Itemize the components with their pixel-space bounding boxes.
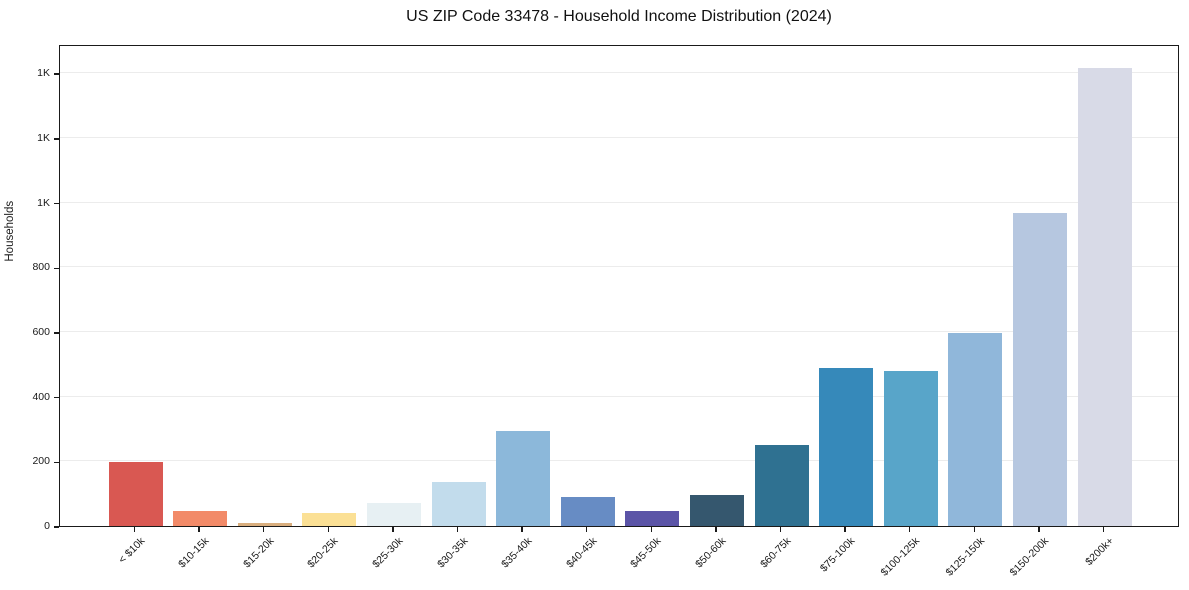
bar-$150-200k bbox=[1012, 212, 1067, 526]
gridline-800-800 bbox=[60, 266, 1178, 268]
x-tick-label: $15-20k bbox=[240, 535, 277, 571]
gridline-200-200 bbox=[60, 460, 1178, 462]
y-tick-label: 200 bbox=[32, 455, 50, 468]
x-tick-mark bbox=[715, 527, 717, 532]
x-tick-label: $45-50k bbox=[628, 535, 664, 571]
y-tick-mark bbox=[54, 138, 59, 140]
x-tick-label: $200k+ bbox=[1082, 535, 1116, 569]
y-tick-mark bbox=[54, 332, 59, 334]
bar-$200k+ bbox=[1077, 67, 1132, 526]
x-tick-mark bbox=[456, 527, 459, 532]
y-axis-label: Households bbox=[4, 200, 16, 262]
gridline-600-600 bbox=[60, 330, 1178, 332]
bar-$30-35k bbox=[431, 482, 486, 526]
gridline-1K-1400 bbox=[60, 72, 1178, 74]
x-tick-mark bbox=[1102, 527, 1105, 532]
gridline-1K-1200 bbox=[60, 136, 1178, 138]
x-tick-label: $125-150k bbox=[943, 535, 987, 579]
y-tick-mark bbox=[54, 73, 59, 75]
x-tick-label: $30-35k bbox=[434, 535, 470, 571]
x-tick-label: < $10k bbox=[115, 535, 147, 566]
y-tick-label: 400 bbox=[32, 390, 50, 403]
bar-$100-125k bbox=[883, 371, 938, 526]
bar-$125-150k bbox=[948, 333, 1003, 526]
x-tick-mark bbox=[1038, 527, 1040, 532]
y-tick-mark bbox=[54, 202, 59, 205]
bar-$40-45k bbox=[560, 496, 615, 526]
y-tick-label: 0 bbox=[44, 520, 50, 532]
x-tick-mark bbox=[973, 527, 975, 532]
x-tick-label: $75-100k bbox=[818, 535, 858, 575]
x-tick-label: $10-15k bbox=[176, 535, 212, 571]
x-tick-mark bbox=[586, 527, 588, 532]
y-tick-label: 1K bbox=[37, 196, 50, 209]
gridline-400-400 bbox=[60, 395, 1178, 397]
y-tick-label: 800 bbox=[32, 261, 50, 274]
x-tick-mark bbox=[909, 527, 911, 532]
gridline-1K-1000 bbox=[60, 201, 1178, 203]
x-tick-mark bbox=[133, 527, 136, 532]
x-tick-mark bbox=[263, 527, 265, 532]
x-tick-label: $25-30k bbox=[370, 535, 406, 571]
x-tick-mark bbox=[392, 527, 394, 532]
x-tick-mark bbox=[779, 527, 782, 532]
x-tick-label: $35-40k bbox=[499, 535, 535, 571]
bar-< $10k bbox=[108, 462, 163, 526]
x-tick-mark bbox=[198, 527, 200, 532]
y-tick-mark bbox=[54, 267, 59, 269]
x-tick-label: $50-60k bbox=[693, 535, 729, 571]
y-tick-label: 1K bbox=[37, 67, 50, 80]
bar-$50-60k bbox=[689, 494, 744, 526]
bar-$35-40k bbox=[496, 431, 551, 526]
bar-$60-75k bbox=[754, 445, 809, 526]
bar-$25-30k bbox=[366, 503, 421, 526]
x-tick-mark bbox=[844, 527, 846, 532]
bar-$45-50k bbox=[625, 511, 680, 526]
x-tick-mark bbox=[327, 527, 329, 532]
y-tick-label: 1K bbox=[37, 131, 50, 144]
bar-$10-15k bbox=[173, 511, 228, 526]
x-tick-mark bbox=[521, 527, 523, 532]
plot-area bbox=[59, 45, 1179, 527]
x-tick-label: $100-125k bbox=[878, 535, 923, 579]
x-tick-mark bbox=[650, 527, 652, 532]
bar-$15-20k bbox=[237, 523, 292, 526]
x-tick-label: $60-75k bbox=[757, 535, 793, 571]
y-tick-label: 600 bbox=[32, 325, 50, 338]
bar-$20-25k bbox=[302, 513, 357, 526]
y-tick-mark bbox=[54, 526, 59, 528]
bar-$75-100k bbox=[819, 367, 874, 526]
y-tick-mark bbox=[54, 396, 59, 399]
x-tick-label: $150-200k bbox=[1007, 535, 1052, 579]
chart-title: US ZIP Code 33478 - Household Income Dis… bbox=[406, 8, 832, 25]
x-tick-label: $40-45k bbox=[563, 535, 600, 571]
x-tick-label: $20-25k bbox=[305, 535, 341, 571]
y-tick-mark bbox=[54, 461, 59, 463]
